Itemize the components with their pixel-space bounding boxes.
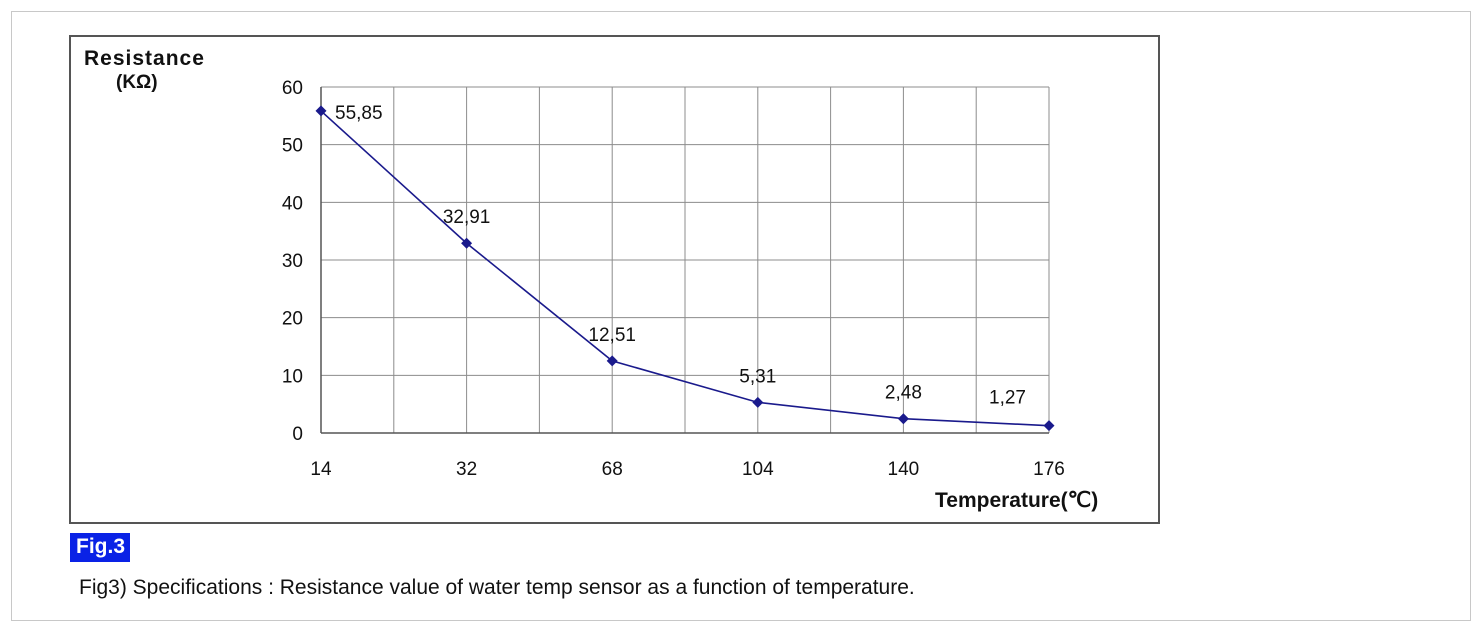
- data-label: 5,31: [739, 366, 776, 387]
- y-axis-unit: (KΩ): [116, 72, 158, 93]
- data-label: 2,48: [885, 383, 922, 404]
- y-tick-label: 40: [282, 193, 303, 214]
- data-point-marker: [606, 355, 618, 367]
- chart-frame: [69, 35, 1160, 524]
- data-label: 55,85: [335, 103, 383, 124]
- grid: [320, 86, 1050, 434]
- data-point-marker: [1043, 420, 1055, 432]
- y-tick-label: 60: [282, 78, 303, 99]
- figure-caption: Fig3) Specifications : Resistance value …: [79, 576, 915, 599]
- x-axis-title: Temperature(℃): [935, 489, 1099, 512]
- y-tick-label: 10: [282, 366, 303, 387]
- figure-frame: [11, 11, 1471, 621]
- data-label: 1,27: [989, 388, 1026, 409]
- data-label: 32,91: [443, 207, 491, 228]
- y-axis-ticks: 0 10 20 30 40 50 60: [282, 78, 303, 445]
- x-tick-label: 176: [1033, 459, 1065, 480]
- data-point-marker: [461, 237, 473, 249]
- x-tick-label: 32: [456, 459, 477, 480]
- figure-badge: Fig.3: [70, 533, 131, 562]
- data-point-marker: [752, 396, 764, 408]
- x-tick-label: 68: [602, 459, 623, 480]
- data-point-marker: [315, 105, 327, 117]
- y-tick-label: 20: [282, 309, 303, 330]
- y-tick-label: 0: [292, 424, 303, 445]
- y-axis-title: Resistance: [84, 47, 205, 70]
- y-tick-label: 50: [282, 136, 303, 157]
- y-tick-label: 30: [282, 251, 303, 272]
- data-point-marker: [897, 413, 909, 425]
- series-line: [320, 110, 1050, 427]
- x-axis-ticks: 14 32 68 104 140 176: [310, 459, 1064, 480]
- x-tick-label: 14: [310, 459, 332, 480]
- data-label: 12,51: [588, 325, 636, 346]
- series: 55,85 32,91 12,51 5,31 2,48 1,27: [315, 103, 1055, 432]
- x-tick-label: 104: [742, 459, 774, 480]
- x-tick-label: 140: [888, 459, 920, 480]
